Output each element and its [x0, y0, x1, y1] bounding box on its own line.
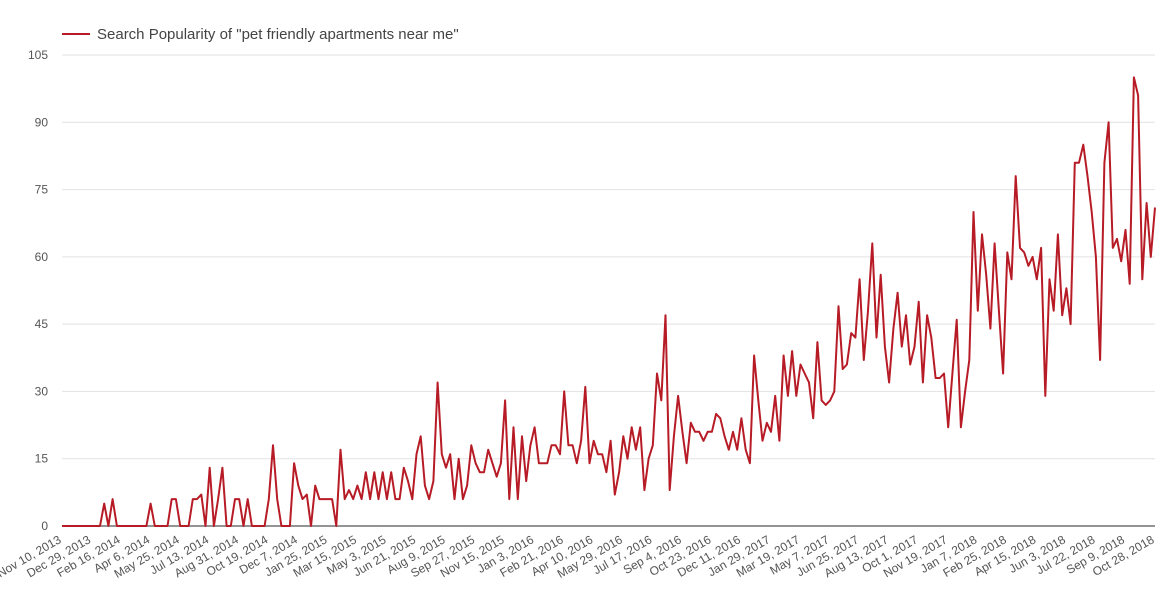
y-tick-label: 90: [35, 115, 49, 129]
y-tick-label: 105: [28, 48, 48, 62]
y-axis: 0 15 30 45 60 75 90 105: [28, 48, 48, 533]
legend[interactable]: Search Popularity of "pet friendly apart…: [62, 26, 459, 43]
y-tick-label: 75: [35, 183, 49, 197]
y-tick-label: 45: [35, 317, 49, 331]
y-tick-label: 0: [41, 519, 48, 533]
gridlines: [62, 55, 1155, 459]
y-tick-label: 60: [35, 250, 49, 264]
legend-label: Search Popularity of "pet friendly apart…: [97, 26, 459, 43]
y-tick-label: 15: [35, 452, 49, 466]
y-tick-label: 30: [35, 384, 49, 398]
